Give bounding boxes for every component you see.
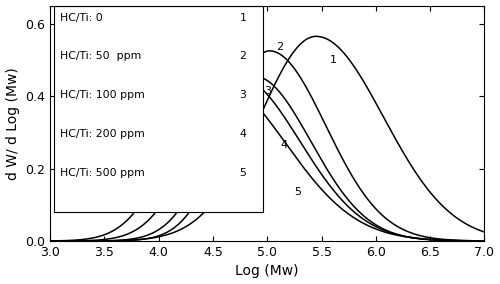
Text: HC/Ti: 100 ppm: HC/Ti: 100 ppm (60, 90, 144, 100)
Y-axis label: d W/ d Log (Mw): d W/ d Log (Mw) (6, 67, 20, 180)
X-axis label: Log (Mw): Log (Mw) (236, 264, 299, 278)
Text: 5: 5 (294, 187, 302, 197)
Text: HC/Ti: 0: HC/Ti: 0 (60, 12, 102, 23)
Text: 2: 2 (240, 51, 246, 61)
Text: 1: 1 (240, 12, 246, 23)
Text: HC/Ti: 200 ppm: HC/Ti: 200 ppm (60, 129, 144, 139)
Bar (54, 6, 263, 212)
Text: 5: 5 (240, 168, 246, 178)
Text: 4: 4 (240, 129, 246, 139)
Text: HC/Ti: 50  ppm: HC/Ti: 50 ppm (60, 51, 141, 61)
Text: 2: 2 (276, 42, 283, 52)
Text: 4: 4 (280, 140, 287, 150)
Text: 3: 3 (264, 86, 271, 96)
Text: 1: 1 (330, 55, 337, 65)
Text: 3: 3 (240, 90, 246, 100)
Text: HC/Ti: 500 ppm: HC/Ti: 500 ppm (60, 168, 144, 178)
